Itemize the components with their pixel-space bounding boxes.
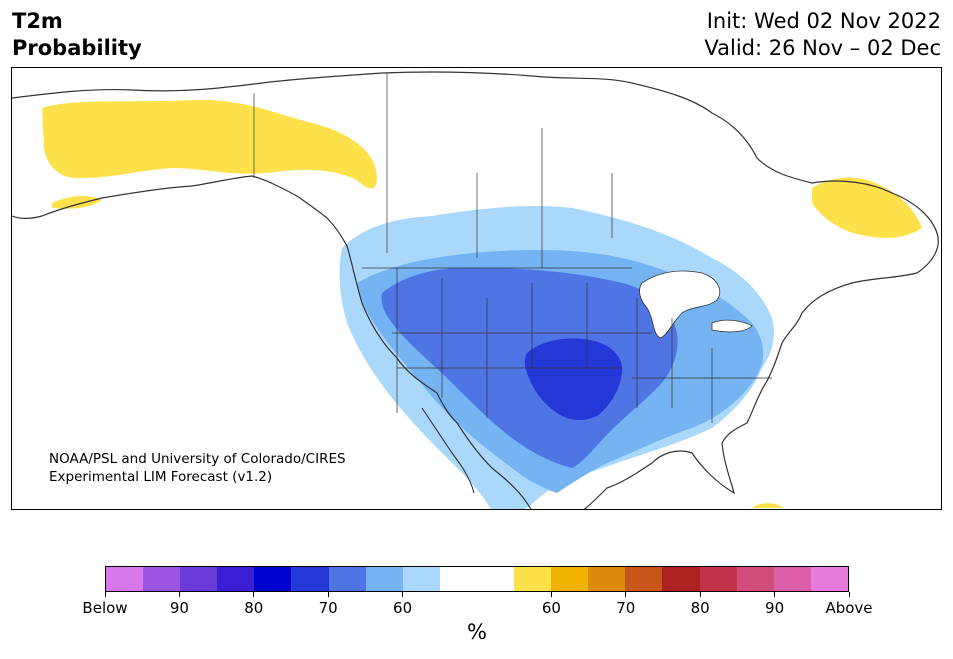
colorbar-segment: [773, 567, 811, 591]
init-date: Init: Wed 02 Nov 2022: [706, 9, 941, 33]
credit-line-2: Experimental LIM Forecast (v1.2): [49, 469, 273, 485]
colorbar-segment: [551, 567, 589, 591]
colorbar-tick-mark: [848, 592, 850, 597]
colorbar-segment: [328, 567, 366, 591]
colorbar-tick-label: 90: [169, 599, 189, 617]
colorbar-tick-mark: [327, 592, 329, 597]
above-60-region-caribbean: [752, 503, 784, 508]
colorbar-tick-label: 80: [690, 599, 710, 617]
colorbar-segment: [736, 567, 774, 591]
colorbar-segment: [514, 567, 552, 591]
colorbar-segment: [402, 567, 440, 591]
colorbar-tick-mark: [550, 592, 552, 597]
colorbar-units: %: [467, 620, 487, 644]
chart-title: T2m Probability: [12, 8, 142, 62]
colorbar-segment: [810, 567, 848, 591]
colorbar-segment: [143, 567, 181, 591]
title-variable: T2m: [12, 9, 63, 33]
colorbar-tick-mark: [178, 592, 180, 597]
colorbar-segment: [254, 567, 292, 591]
colorbar-segment: [439, 567, 477, 591]
colorbar-tick-mark: [774, 592, 776, 597]
colorbar-tick-label: Below: [82, 599, 128, 617]
colorbar-tick-mark: [699, 592, 701, 597]
colorbar-tick-label: 60: [541, 599, 561, 617]
colorbar-segment: [476, 567, 515, 591]
great-lakes: [639, 270, 753, 339]
colorbar-tick-mark: [253, 592, 255, 597]
forecast-map: [11, 67, 942, 510]
colorbar-tick-label: 80: [244, 599, 264, 617]
colorbar-tick-label: Above: [825, 599, 873, 617]
baja-outline: [421, 407, 475, 494]
forecast-dates: Init: Wed 02 Nov 2022 Valid: 26 Nov – 02…: [704, 8, 941, 62]
above-60-region-aleutians: [52, 196, 102, 209]
colorbar-tick-label: 70: [318, 599, 338, 617]
data-credit: NOAA/PSL and University of Colorado/CIRE…: [49, 450, 346, 486]
coastline: [12, 71, 939, 509]
above-60-region-labrador: [812, 177, 922, 238]
colorbar-segment: [217, 567, 255, 591]
colorbar-tick-mark: [104, 592, 106, 597]
colorbar-tick-label: 90: [765, 599, 785, 617]
colorbar-segment: [365, 567, 403, 591]
colorbar-tick-mark: [402, 592, 404, 597]
below-90-region: [524, 338, 623, 420]
colorbar-tick-mark: [625, 592, 627, 597]
colorbar-tick-label: 70: [616, 599, 636, 617]
colorbar-segment: [662, 567, 700, 591]
political-borders: [253, 73, 772, 423]
probability-colorbar: [105, 566, 849, 592]
above-60-region-alaska: [42, 99, 377, 189]
colorbar-segment: [291, 567, 329, 591]
title-metric: Probability: [12, 36, 142, 60]
colorbar-segment: [588, 567, 626, 591]
colorbar-tick-label: 60: [393, 599, 413, 617]
credit-line-1: NOAA/PSL and University of Colorado/CIRE…: [49, 451, 346, 467]
colorbar-segment: [106, 567, 144, 591]
valid-range: Valid: 26 Nov – 02 Dec: [704, 36, 941, 60]
colorbar-segment: [625, 567, 663, 591]
map-svg: [12, 68, 941, 509]
colorbar-segment: [699, 567, 737, 591]
colorbar-segment: [180, 567, 218, 591]
